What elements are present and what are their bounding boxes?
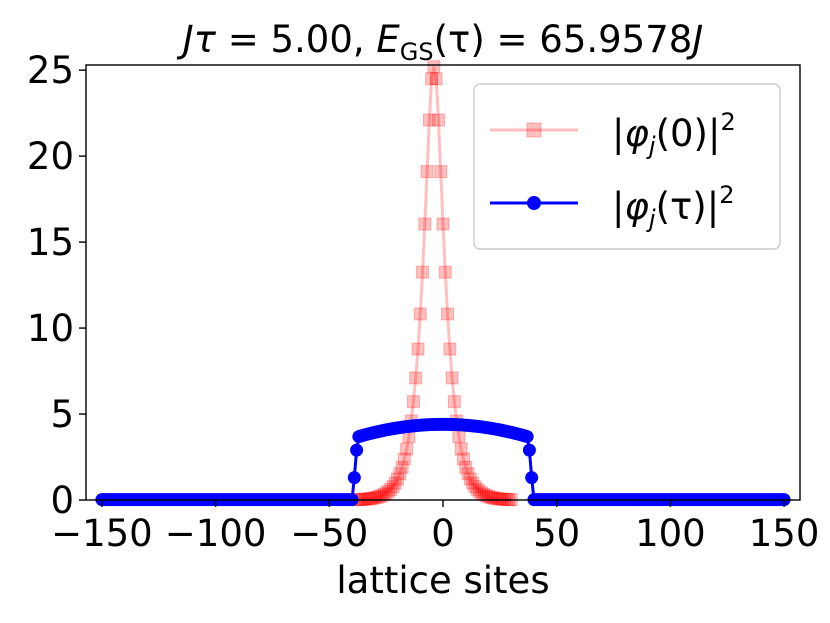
series-initial-point bbox=[363, 492, 377, 506]
series-evolved-point bbox=[350, 443, 364, 457]
series-initial-point bbox=[391, 472, 405, 486]
series-evolved-point bbox=[522, 443, 536, 457]
y-tick-label: 5 bbox=[50, 393, 74, 436]
series-initial-point bbox=[454, 442, 468, 456]
series-initial-point bbox=[438, 265, 452, 279]
series-initial-point bbox=[488, 491, 502, 505]
series-initial-point bbox=[436, 217, 450, 231]
legend-box bbox=[473, 83, 781, 250]
x-tick-label: 50 bbox=[533, 512, 580, 555]
series-initial-point bbox=[486, 491, 500, 505]
plot-area bbox=[95, 60, 791, 507]
series-initial-point bbox=[441, 307, 455, 321]
series-evolved-line bbox=[101, 422, 785, 502]
series-initial-point bbox=[472, 484, 486, 498]
series-initial-point bbox=[491, 492, 505, 506]
series-initial-point bbox=[366, 491, 380, 505]
x-tick-label: 150 bbox=[749, 512, 820, 555]
series-initial-point bbox=[493, 492, 507, 506]
series-initial-point bbox=[431, 113, 445, 127]
x-tick-label: 0 bbox=[431, 512, 455, 555]
series-initial-point bbox=[393, 467, 407, 481]
series-initial-point bbox=[475, 486, 489, 500]
series-initial-point bbox=[418, 217, 432, 231]
series-initial-point bbox=[479, 489, 493, 503]
series-initial-point bbox=[466, 476, 480, 490]
series-initial-point bbox=[427, 60, 441, 74]
series-initial-point bbox=[413, 307, 427, 321]
y-tick-label: 20 bbox=[27, 135, 74, 178]
series-initial-point bbox=[406, 395, 420, 409]
series-initial-point bbox=[495, 492, 509, 506]
series-initial-point bbox=[443, 342, 457, 356]
x-tick-label: −150 bbox=[51, 512, 153, 555]
series-initial-point bbox=[368, 491, 382, 505]
series-initial-point bbox=[420, 165, 434, 179]
legend-marker-series-1 bbox=[527, 196, 541, 210]
legend-label-series-0: |φj(0)|2 bbox=[612, 108, 736, 160]
series-initial-point bbox=[429, 72, 443, 86]
series-initial-point bbox=[359, 492, 373, 506]
series-evolved-point bbox=[525, 471, 539, 485]
legend-label-series-1: |φj(τ)|2 bbox=[612, 181, 734, 233]
series-initial-point bbox=[459, 460, 473, 474]
series-initial-point bbox=[397, 452, 411, 466]
series-initial-point bbox=[425, 72, 439, 86]
series-initial-point bbox=[400, 442, 414, 456]
series-evolved bbox=[95, 417, 791, 507]
series-initial-point bbox=[386, 480, 400, 494]
series-evolved-point bbox=[347, 471, 361, 485]
legend-marker-series-0 bbox=[526, 122, 542, 138]
series-initial-point bbox=[452, 430, 466, 444]
series-initial-point bbox=[447, 395, 461, 409]
series-initial-point bbox=[361, 492, 375, 506]
series-initial-point bbox=[463, 472, 477, 486]
x-tick-label: −100 bbox=[165, 512, 267, 555]
x-tick-label: −50 bbox=[290, 512, 368, 555]
series-initial-point bbox=[379, 486, 393, 500]
series-initial-point bbox=[395, 460, 409, 474]
series-initial-point bbox=[461, 467, 475, 481]
series-initial-point bbox=[409, 371, 423, 385]
series-initial-point bbox=[381, 484, 395, 498]
series-initial-point bbox=[411, 342, 425, 356]
series-initial-point bbox=[470, 482, 484, 496]
legend: |φj(0)|2 |φj(τ)|2 bbox=[473, 83, 781, 250]
series-initial-line bbox=[356, 66, 512, 502]
chart-title: Jτ = 5.00, EGS(τ) = 65.9578J bbox=[176, 18, 703, 66]
series-evolved-point bbox=[520, 430, 534, 444]
y-tick-label: 0 bbox=[50, 479, 74, 522]
y-tick-label: 15 bbox=[27, 221, 74, 264]
series-initial-point bbox=[388, 476, 402, 490]
series-initial-point bbox=[468, 480, 482, 494]
series-initial-point bbox=[434, 165, 448, 179]
x-axis-label: lattice sites bbox=[336, 559, 549, 602]
series-initial-point bbox=[456, 452, 470, 466]
y-tick-label: 10 bbox=[27, 307, 74, 350]
axes-ticks: −150 −100 −50 0 50 100 150 0 5 10 15 20 25 bbox=[27, 49, 819, 555]
y-tick-label: 25 bbox=[27, 49, 74, 92]
series-initial-point bbox=[422, 113, 436, 127]
series-initial-point bbox=[384, 482, 398, 496]
series-initial-point bbox=[416, 265, 430, 279]
series-initial-point bbox=[375, 489, 389, 503]
series-initial-point bbox=[445, 371, 459, 385]
x-tick-label: 100 bbox=[635, 512, 706, 555]
